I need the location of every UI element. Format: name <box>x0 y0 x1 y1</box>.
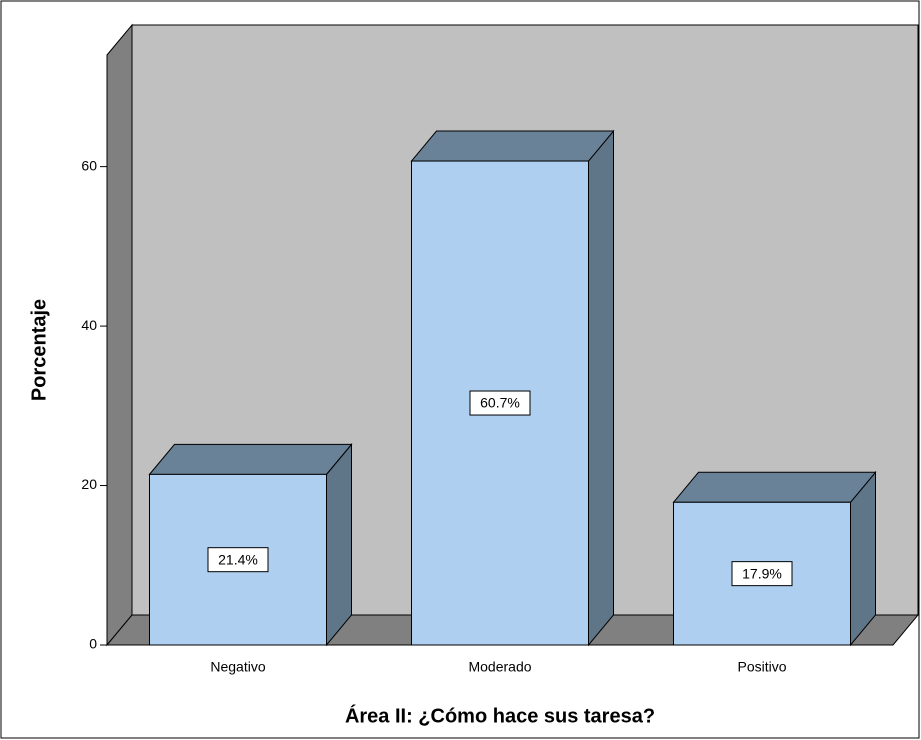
y-tick-label: 0 <box>89 636 97 652</box>
x-tick-label: Negativo <box>210 659 265 675</box>
value-label: 21.4% <box>218 551 258 567</box>
y-tick-label: 40 <box>81 317 97 333</box>
y-tick-label: 60 <box>81 157 97 173</box>
bar-side <box>588 129 614 647</box>
bar-top <box>410 130 615 162</box>
value-label-box <box>469 390 531 416</box>
value-label: 17.9% <box>742 565 782 581</box>
x-tick-label: Positivo <box>737 659 786 675</box>
bar-top <box>672 471 877 503</box>
bar-side <box>326 442 352 647</box>
value-label-box <box>207 547 269 573</box>
y-axis-title: Porcentaje <box>28 299 50 401</box>
value-label: 60.7% <box>480 395 520 411</box>
value-label-box <box>731 561 793 587</box>
y-tick-label: 20 <box>81 476 97 492</box>
x-axis-title: Área II: ¿Cómo hace sus taresa? <box>345 704 655 727</box>
left-wall <box>106 23 133 647</box>
plot-area: 0 20 40 60 21.4% Negativo 60.7% Moderado 17.9% Po… <box>81 23 920 675</box>
x-tick-label: Moderado <box>468 659 531 675</box>
bar-top <box>148 443 353 475</box>
